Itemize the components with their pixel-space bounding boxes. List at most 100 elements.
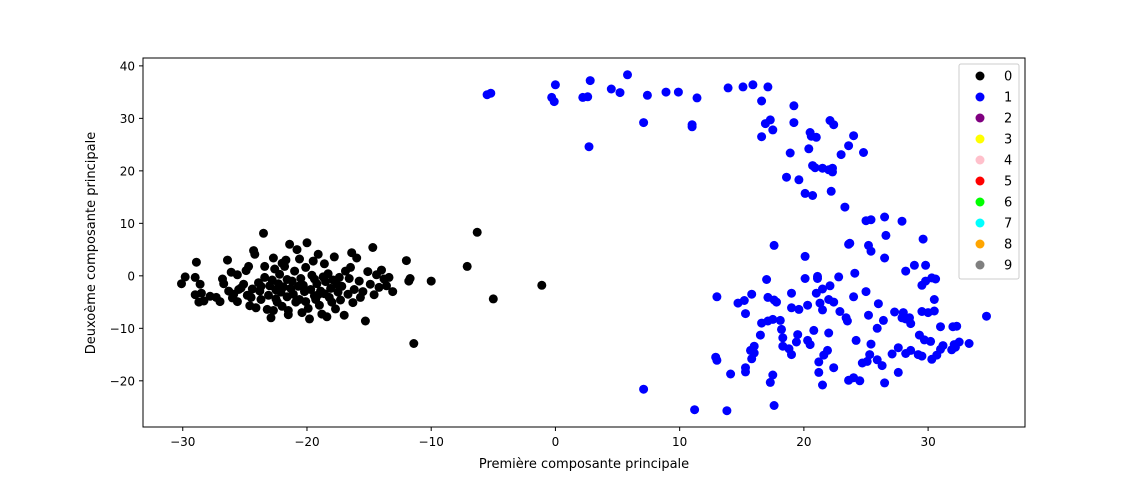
scatter-point-class-0 (377, 265, 386, 275)
scatter-point-class-1 (712, 355, 722, 365)
scatter-point-class-1 (909, 260, 919, 270)
scatter-point-class-1 (723, 83, 733, 93)
scatter-point-class-0 (322, 312, 332, 322)
scatter-point-class-1 (866, 215, 876, 225)
y-tick-label: 40 (120, 59, 135, 73)
scatter-point-class-0 (348, 298, 358, 308)
scatter-point-class-0 (472, 227, 482, 237)
scatter-point-class-1 (880, 212, 890, 222)
scatter-point-class-1 (623, 70, 632, 80)
scatter-point-class-1 (857, 358, 867, 368)
scatter-point-class-0 (268, 306, 278, 315)
scatter-point-class-0 (296, 274, 306, 283)
scatter-point-class-0 (331, 304, 340, 314)
scatter-point-class-1 (929, 306, 939, 316)
scatter-point-class-0 (303, 303, 313, 313)
scatter-point-class-0 (409, 339, 419, 348)
scatter-point-class-1 (829, 120, 839, 130)
scatter-point-class-0 (308, 256, 318, 266)
scatter-point-class-1 (615, 88, 625, 98)
scatter-point-class-0 (292, 245, 302, 255)
y-tick-label: 0 (127, 269, 135, 283)
scatter-point-class-1 (769, 240, 779, 250)
scatter-point-class-1 (673, 87, 683, 97)
scatter-point-class-0 (312, 279, 322, 289)
scatter-point-class-0 (426, 276, 436, 286)
scatter-point-class-1 (906, 319, 916, 329)
scatter-point-class-0 (344, 274, 354, 283)
legend-marker-2 (975, 113, 985, 123)
legend-marker-9 (975, 260, 985, 270)
legend-label-2: 2 (1004, 112, 1012, 127)
legend-label-1: 1 (1004, 91, 1012, 106)
scatter-point-class-1 (769, 401, 779, 410)
scatter-point-class-1 (763, 82, 773, 92)
legend: 0 1 2 3 4 5 6 7 8 9 (958, 63, 1020, 280)
scatter-point-class-1 (849, 292, 859, 302)
scatter-point-class-0 (363, 267, 373, 277)
scatter-point-class-0 (277, 258, 287, 268)
scatter-point-class-0 (374, 282, 384, 292)
scatter-point-class-1 (865, 350, 875, 360)
legend-label-6: 6 (1004, 196, 1012, 211)
scatter-point-class-1 (811, 132, 821, 142)
scatter-point-class-1 (872, 323, 882, 333)
scatter-point-class-1 (775, 315, 785, 325)
scatter-point-class-1 (800, 188, 810, 198)
scatter-point-class-1 (826, 186, 836, 196)
scatter-point-class-1 (789, 118, 799, 128)
scatter-point-class-1 (486, 88, 496, 98)
scatter-point-class-1 (550, 80, 560, 90)
scatter-point-class-0 (223, 255, 232, 265)
scatter-point-class-1 (741, 309, 750, 319)
scatter-point-class-1 (726, 369, 736, 379)
scatter-point-class-0 (323, 269, 333, 279)
scatter-point-class-1 (748, 80, 758, 90)
x-tick-label: −20 (294, 435, 319, 449)
scatter-point-class-1 (757, 96, 767, 106)
scatter-point-class-1 (880, 378, 890, 388)
scatter-point-class-0 (288, 289, 298, 299)
scatter-point-class-1 (851, 335, 861, 345)
scatter-point-class-1 (926, 336, 936, 346)
scatter-point-class-1 (794, 175, 804, 185)
scatter-point-class-0 (368, 243, 378, 252)
scatter-point-class-1 (818, 305, 827, 315)
scatter-point-class-0 (337, 281, 347, 291)
scatter-point-class-1 (814, 367, 824, 377)
scatter-point-class-1 (768, 314, 778, 324)
y-axis-label: Deuxoème composante principale (84, 132, 99, 355)
scatter-point-class-1 (810, 163, 820, 173)
scatter-point-class-1 (855, 376, 865, 386)
legend-marker-7 (975, 218, 985, 228)
scatter-point-class-1 (818, 380, 827, 390)
scatter-point-class-0 (329, 252, 339, 262)
scatter-point-class-1 (825, 281, 835, 291)
scatter-point-class-1 (952, 321, 962, 331)
scatter-point-class-1 (878, 315, 888, 325)
scatter-point-class-0 (232, 297, 242, 307)
scatter-point-class-1 (584, 142, 594, 152)
scatter-point-class-1 (866, 339, 876, 349)
scatter-point-class-1 (741, 367, 750, 377)
legend-marker-8 (975, 239, 985, 249)
scatter-point-class-0 (190, 290, 200, 300)
x-tick-label: 10 (672, 435, 687, 449)
scatter-point-class-0 (283, 310, 293, 320)
scatter-point-class-1 (765, 115, 775, 125)
y-tick-label: −20 (110, 374, 135, 388)
scatter-point-class-1 (841, 313, 851, 323)
scatter-point-class-1 (778, 333, 788, 343)
scatter-point-class-0 (358, 287, 368, 297)
scatter-point-class-0 (346, 262, 355, 272)
scatter-point-class-0 (264, 290, 273, 300)
scatter-point-class-0 (278, 282, 288, 292)
scatter-point-class-1 (893, 343, 903, 353)
legend-label-3: 3 (1004, 133, 1012, 148)
scatter-point-class-0 (256, 281, 266, 291)
scatter-point-class-0 (256, 295, 266, 304)
x-tick-label: −30 (170, 435, 195, 449)
scatter-point-class-0 (336, 295, 345, 305)
scatter-point-class-1 (772, 297, 781, 307)
